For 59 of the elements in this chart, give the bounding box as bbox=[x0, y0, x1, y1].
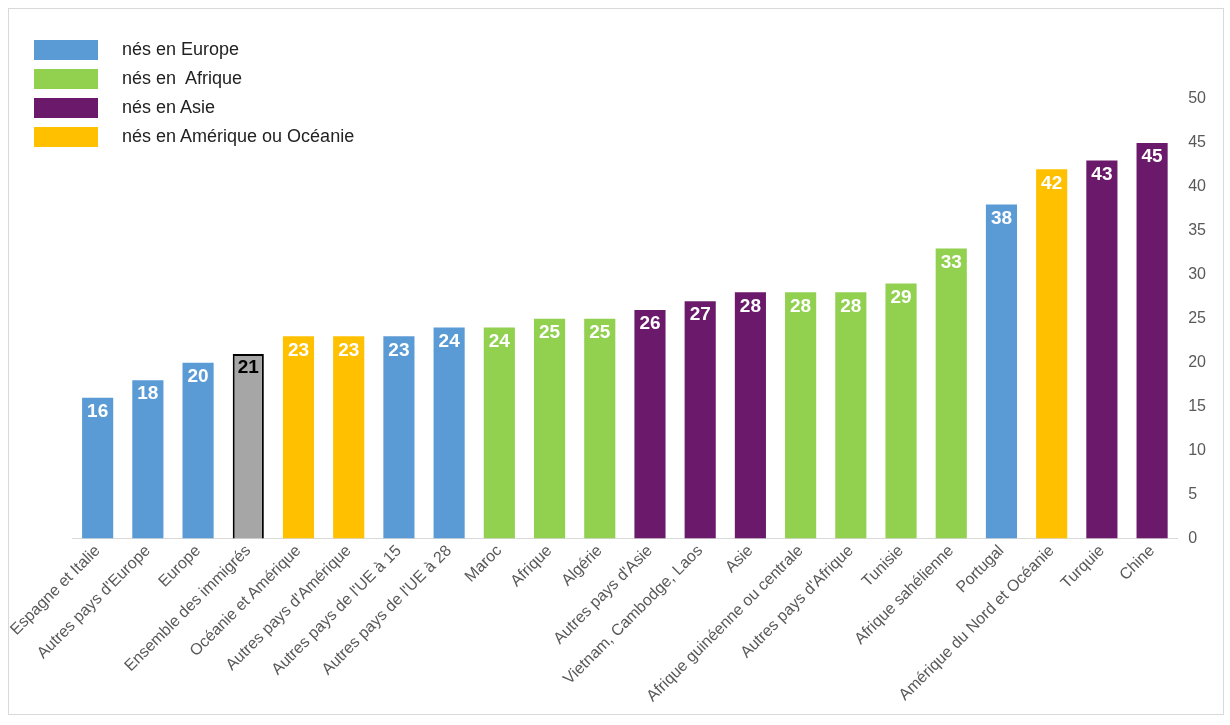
y-tick-label: 45 bbox=[1188, 133, 1207, 151]
bar bbox=[885, 283, 917, 539]
y-tick-label: 10 bbox=[1188, 440, 1207, 458]
bar bbox=[935, 248, 967, 539]
y-tick-label: 0 bbox=[1188, 528, 1198, 546]
bar bbox=[333, 336, 365, 539]
y-tick-label: 40 bbox=[1188, 177, 1207, 195]
bar bbox=[182, 362, 214, 539]
data-label: 25 bbox=[538, 320, 561, 342]
data-label: 21 bbox=[237, 356, 260, 378]
data-label: 24 bbox=[438, 329, 461, 351]
data-label: 27 bbox=[689, 303, 711, 325]
data-label: 26 bbox=[639, 312, 661, 334]
bar bbox=[734, 292, 766, 539]
y-tick-label: 35 bbox=[1188, 221, 1207, 239]
data-label: 25 bbox=[589, 320, 611, 342]
bar bbox=[533, 318, 566, 539]
data-label: 16 bbox=[87, 400, 109, 422]
data-label: 42 bbox=[1041, 171, 1063, 193]
bar bbox=[483, 327, 515, 539]
bar bbox=[1136, 142, 1168, 539]
bar bbox=[82, 397, 114, 539]
bar bbox=[383, 336, 415, 539]
bar bbox=[634, 309, 666, 539]
legend-label: nés en Europe bbox=[122, 39, 240, 60]
bar bbox=[684, 301, 716, 539]
x-tick-label: Asie bbox=[721, 541, 756, 576]
data-label: 23 bbox=[388, 338, 410, 360]
y-tick-label: 20 bbox=[1188, 353, 1207, 371]
legend-label: nés en Afrique bbox=[122, 68, 243, 89]
bar bbox=[835, 292, 867, 539]
bar bbox=[282, 336, 315, 539]
data-label: 33 bbox=[940, 250, 962, 272]
y-tick-label: 30 bbox=[1188, 265, 1207, 283]
data-label: 28 bbox=[790, 294, 812, 316]
data-label: 28 bbox=[739, 294, 761, 316]
y-tick-label: 25 bbox=[1188, 309, 1207, 327]
data-label: 28 bbox=[840, 294, 862, 316]
data-label: 29 bbox=[890, 285, 912, 307]
bar bbox=[785, 292, 817, 539]
bar bbox=[433, 327, 465, 539]
bar bbox=[1036, 169, 1068, 539]
data-label: 20 bbox=[187, 364, 209, 386]
data-label: 45 bbox=[1141, 145, 1164, 167]
data-label: 24 bbox=[488, 329, 511, 351]
bar bbox=[132, 380, 164, 539]
y-tick-label: 5 bbox=[1188, 484, 1198, 502]
bar bbox=[985, 204, 1018, 539]
data-label: 43 bbox=[1091, 162, 1113, 184]
bar bbox=[1086, 160, 1118, 539]
legend-label: nés en Asie bbox=[122, 97, 216, 118]
data-label: 23 bbox=[338, 338, 360, 360]
data-label: 23 bbox=[287, 338, 310, 360]
y-tick-label: 15 bbox=[1188, 397, 1207, 415]
y-tick-label: 50 bbox=[1188, 89, 1207, 107]
data-label: 18 bbox=[137, 382, 159, 404]
bar bbox=[584, 318, 616, 539]
legend-label: nés en Amérique ou Océanie bbox=[122, 126, 355, 147]
data-label: 38 bbox=[990, 206, 1013, 228]
